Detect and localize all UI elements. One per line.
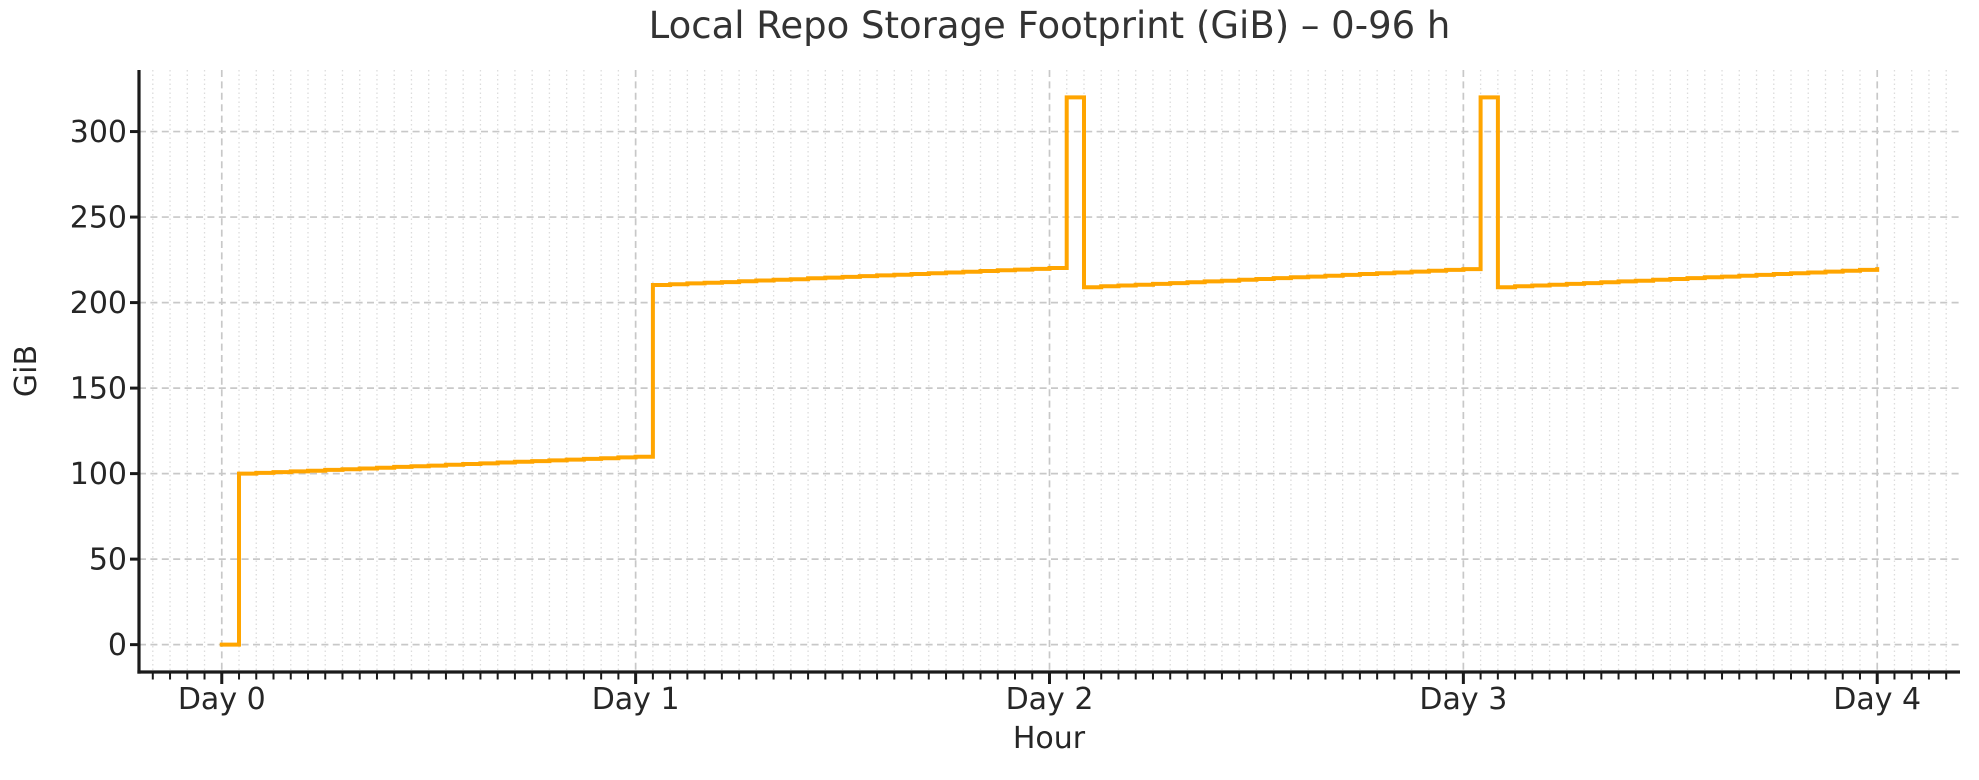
chart-plot-area: 0 50 100 150 200 250 300 Day 0 Day 1 Day 2 Day 3 Da…	[70, 70, 1960, 717]
chart-title: Local Repo Storage Footprint (GiB) – 0-9…	[648, 4, 1451, 47]
y-tick-label: 250	[70, 201, 127, 236]
y-tick-label: 200	[70, 286, 127, 321]
y-tick-label: 100	[70, 457, 127, 492]
y-tick-label: 300	[70, 115, 127, 150]
series-local-repo-storage	[219, 95, 1880, 647]
y-tick-label: 0	[108, 628, 127, 663]
x-tick-label: Day 1	[592, 682, 680, 717]
x-tick-label: Day 3	[1419, 682, 1507, 717]
x-tick-label: Day 0	[178, 682, 266, 717]
x-tick-label: Day 4	[1833, 682, 1921, 717]
y-tick-label: 50	[89, 543, 127, 578]
y-tick-label: 150	[70, 372, 127, 407]
x-axis-label: Hour	[1013, 721, 1086, 756]
x-tick-label: Day 2	[1006, 682, 1094, 717]
y-axis-label: GiB	[9, 345, 44, 397]
